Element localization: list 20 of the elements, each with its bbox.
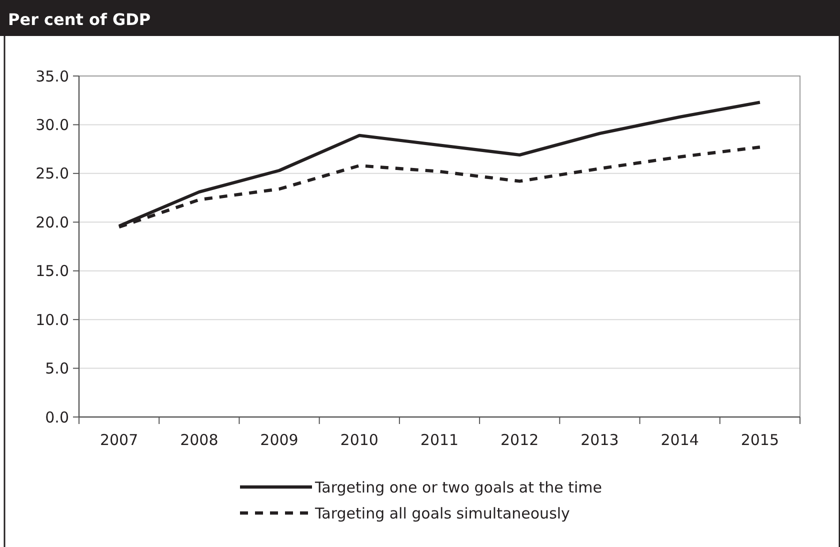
chart-title: Per cent of GDP [8,10,151,29]
x-tick-label: 2015 [740,431,780,449]
x-tick-label: 2013 [580,431,619,449]
x-tick-label: 2011 [420,431,459,449]
y-tick-label: 10.0 [36,310,69,329]
x-tick-label: 2010 [340,431,378,449]
y-tick-label: 25.0 [36,164,69,183]
x-tick-label: 2012 [500,431,539,449]
x-tick-label: 2009 [260,431,298,449]
x-tick-label: 2007 [100,431,138,449]
y-tick-label: 0.0 [45,408,69,426]
y-tick-label: 5.0 [45,360,69,378]
x-tick-label: 2008 [180,431,218,449]
y-tick-label: 15.0 [36,262,69,280]
y-tick-label: 20.0 [36,213,69,232]
legend-label: Targeting one or two goals at the time [314,478,602,496]
legend-label: Targeting all goals simultaneously [314,504,570,522]
x-tick-label: 2014 [660,431,699,449]
y-tick-label: 35.0 [36,67,69,86]
y-tick-label: 30.0 [36,116,69,134]
